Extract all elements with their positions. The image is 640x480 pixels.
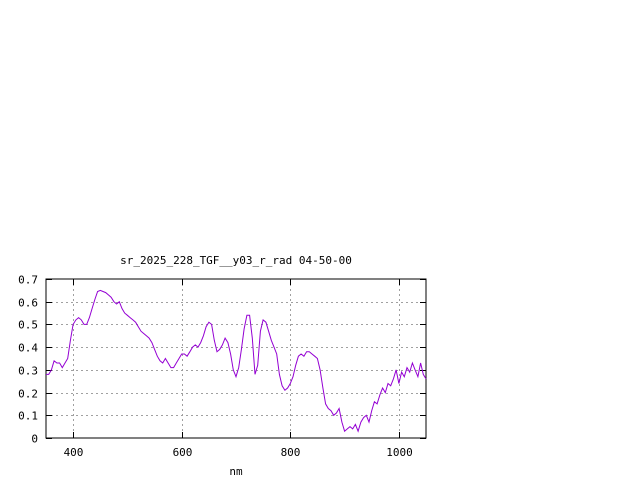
y-tick-label: 0.2	[18, 388, 38, 401]
x-tick-label: 400	[64, 446, 84, 459]
y-tick-label: 0.7	[18, 274, 38, 287]
axis-ticks	[46, 279, 426, 439]
y-tick-label: 0.3	[18, 365, 38, 378]
y-tick-label: 0.1	[18, 410, 38, 423]
chart-title: sr_2025_228_TGF__y03_r_rad 04-50-00	[120, 254, 352, 267]
y-tick-label: 0.6	[18, 297, 38, 310]
plot-frame	[45, 278, 427, 439]
y-tick-label: 0.5	[18, 319, 38, 332]
x-tick-label: 600	[173, 446, 193, 459]
x-tick-label: 1000	[386, 446, 413, 459]
y-tick-labels: 0 0.1 0.2 0.3 0.4 0.5 0.6 0.7	[18, 274, 38, 446]
x-tick-label: 800	[281, 446, 301, 459]
x-tick-labels: 400 600 800 1000	[64, 446, 413, 459]
y-tick-label: 0	[31, 433, 38, 446]
series-line	[46, 289, 427, 433]
grid-lines	[46, 279, 426, 438]
x-axis-label: nm	[229, 465, 243, 478]
y-tick-label: 0.4	[18, 342, 38, 355]
